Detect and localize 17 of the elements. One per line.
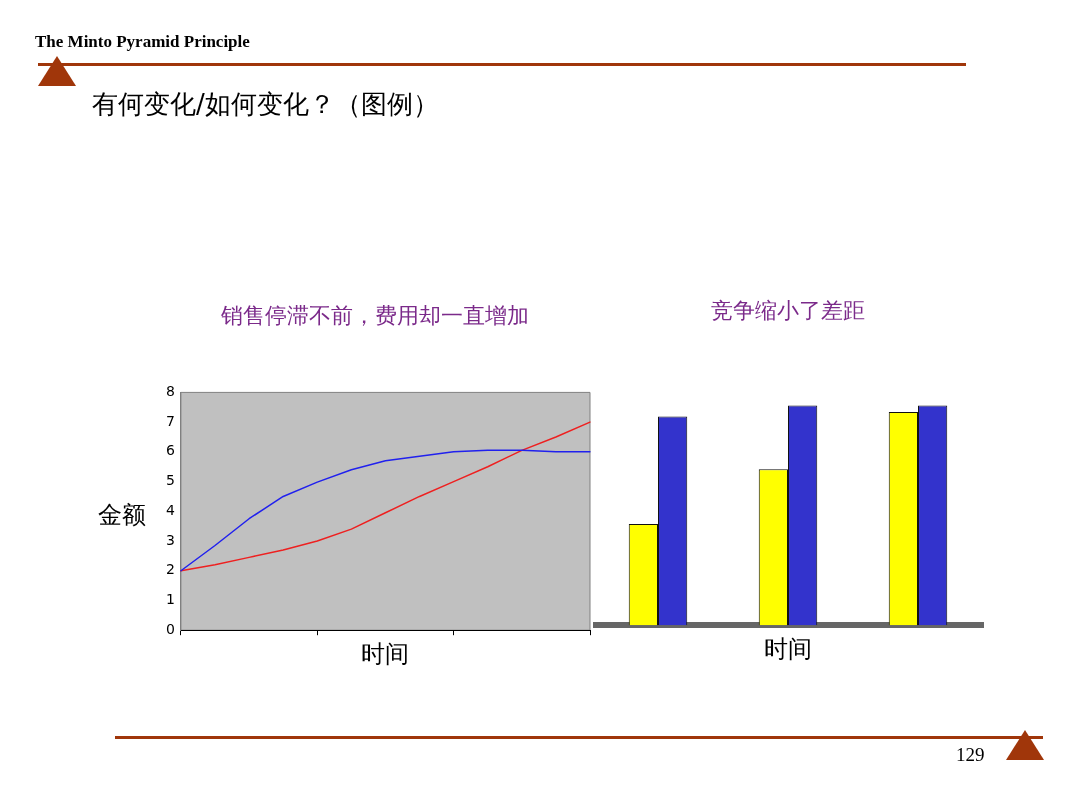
text: 129 (956, 744, 985, 766)
x-axis-title: 时间 (764, 634, 812, 663)
y-tick-label: 4 (165, 501, 175, 518)
y-tick-label: 3 (165, 531, 175, 548)
text: The Minto Pyramid Principle (35, 32, 250, 52)
y-tick-label: 7 (165, 412, 175, 429)
chart-title: 销售停滞不前，费用却一直增加 (220, 302, 529, 328)
y-tick-label: 8 (165, 383, 175, 400)
text: 有何变化/如何变化？（图例） (92, 88, 439, 121)
y-tick-label: 2 (165, 561, 175, 578)
chart-title: 竞争缩小了差距 (711, 297, 865, 323)
y-tick-label: 5 (165, 472, 175, 489)
y-axis-title: 金额 (98, 500, 147, 531)
y-tick-label: 0 (165, 620, 175, 637)
y-tick-label: 1 (165, 591, 175, 608)
y-tick-label: 6 (165, 442, 175, 459)
x-axis-title: 时间 (361, 639, 410, 668)
